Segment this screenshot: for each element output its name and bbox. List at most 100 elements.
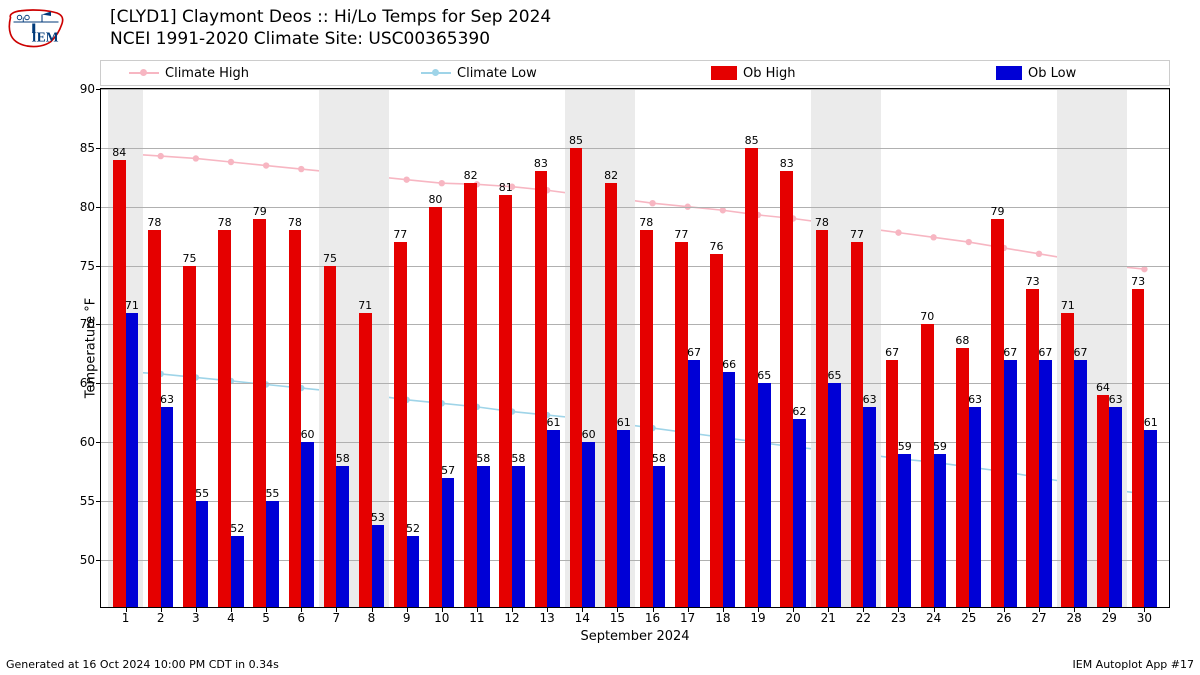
climate-marker bbox=[403, 176, 409, 182]
ytick-mark bbox=[96, 89, 101, 90]
ob-high-bar bbox=[816, 230, 829, 607]
xtick-mark bbox=[1109, 607, 1110, 612]
ob-high-label: 85 bbox=[745, 134, 759, 147]
ob-low-label: 63 bbox=[968, 393, 982, 406]
xtick-label: 4 bbox=[227, 611, 235, 625]
ob-high-label: 73 bbox=[1026, 275, 1040, 288]
chart: Climate High Climate Low Ob High Ob Low … bbox=[100, 60, 1170, 650]
ob-high-label: 77 bbox=[674, 228, 688, 241]
xtick-label: 2 bbox=[157, 611, 165, 625]
ob-low-label: 58 bbox=[652, 452, 666, 465]
ob-high-bar bbox=[851, 242, 864, 607]
ytick-mark bbox=[96, 148, 101, 149]
xtick-mark bbox=[617, 607, 618, 612]
ob-low-bar bbox=[442, 478, 455, 608]
xtick-label: 23 bbox=[891, 611, 906, 625]
xtick-mark bbox=[1144, 607, 1145, 612]
ob-low-label: 67 bbox=[1073, 346, 1087, 359]
ytick-label: 70 bbox=[80, 317, 95, 331]
ob-low-bar bbox=[336, 466, 349, 607]
ob-high-label: 75 bbox=[323, 252, 337, 265]
title-line1: [CLYD1] Claymont Deos :: Hi/Lo Temps for… bbox=[110, 6, 551, 28]
xtick-label: 26 bbox=[996, 611, 1011, 625]
climate-marker bbox=[720, 207, 726, 213]
footer-app: IEM Autoplot App #17 bbox=[1073, 658, 1195, 671]
ob-high-bar bbox=[499, 195, 512, 607]
ob-low-bar bbox=[863, 407, 876, 607]
ob-high-label: 78 bbox=[288, 216, 302, 229]
ob-low-bar bbox=[723, 372, 736, 607]
ob-low-bar bbox=[617, 430, 630, 607]
ob-high-label: 77 bbox=[393, 228, 407, 241]
iem-logo: IEM bbox=[6, 6, 66, 50]
ob-high-bar bbox=[956, 348, 969, 607]
ob-high-label: 81 bbox=[499, 181, 513, 194]
ob-low-bar bbox=[407, 536, 420, 607]
legend-climate-high: Climate High bbox=[129, 66, 249, 81]
ob-low-label: 59 bbox=[898, 440, 912, 453]
ob-low-bar bbox=[1109, 407, 1122, 607]
ytick-label: 75 bbox=[80, 259, 95, 273]
ob-high-bar bbox=[535, 171, 548, 607]
xtick-label: 10 bbox=[434, 611, 449, 625]
climate-marker bbox=[298, 166, 304, 172]
ob-low-label: 55 bbox=[265, 487, 279, 500]
ytick-mark bbox=[96, 383, 101, 384]
ob-high-label: 71 bbox=[358, 299, 372, 312]
ytick-label: 50 bbox=[80, 553, 95, 567]
ob-low-bar bbox=[969, 407, 982, 607]
ob-high-label: 80 bbox=[428, 193, 442, 206]
legend: Climate High Climate Low Ob High Ob Low bbox=[100, 60, 1170, 86]
xtick-label: 22 bbox=[856, 611, 871, 625]
ob-low-label: 52 bbox=[230, 522, 244, 535]
xtick-mark bbox=[301, 607, 302, 612]
ob-low-label: 63 bbox=[863, 393, 877, 406]
ob-low-bar bbox=[512, 466, 525, 607]
ytick-label: 60 bbox=[80, 435, 95, 449]
ob-low-label: 66 bbox=[722, 358, 736, 371]
ytick-label: 80 bbox=[80, 200, 95, 214]
xtick-mark bbox=[477, 607, 478, 612]
plot-area: Temperature °F September 2024 5055606570… bbox=[100, 88, 1170, 608]
ob-low-bar bbox=[372, 525, 385, 607]
x-axis-label: September 2024 bbox=[580, 629, 689, 644]
xtick-label: 7 bbox=[333, 611, 341, 625]
ob-high-bar bbox=[253, 219, 266, 608]
ob-low-label: 61 bbox=[1144, 416, 1158, 429]
legend-label: Ob High bbox=[743, 66, 796, 81]
ob-high-label: 67 bbox=[885, 346, 899, 359]
ob-low-label: 61 bbox=[617, 416, 631, 429]
ob-low-bar bbox=[828, 383, 841, 607]
ob-low-label: 63 bbox=[160, 393, 174, 406]
ob-high-label: 83 bbox=[534, 157, 548, 170]
ob-low-bar bbox=[653, 466, 666, 607]
ob-low-bar bbox=[477, 466, 490, 607]
ob-low-bar bbox=[758, 383, 771, 607]
ob-high-label: 82 bbox=[604, 169, 618, 182]
ob-high-bar bbox=[570, 148, 583, 607]
ob-low-label: 58 bbox=[336, 452, 350, 465]
ob-high-bar bbox=[886, 360, 899, 607]
ytick-mark bbox=[96, 324, 101, 325]
ob-high-bar bbox=[1097, 395, 1110, 607]
xtick-mark bbox=[512, 607, 513, 612]
legend-ob-high: Ob High bbox=[711, 66, 796, 81]
xtick-mark bbox=[723, 607, 724, 612]
xtick-mark bbox=[863, 607, 864, 612]
xtick-mark bbox=[196, 607, 197, 612]
xtick-label: 1 bbox=[122, 611, 130, 625]
ob-low-bar bbox=[934, 454, 947, 607]
xtick-mark bbox=[231, 607, 232, 612]
xtick-label: 9 bbox=[403, 611, 411, 625]
climate-marker bbox=[1141, 266, 1147, 272]
xtick-label: 11 bbox=[469, 611, 484, 625]
ob-low-label: 52 bbox=[406, 522, 420, 535]
ob-high-bar bbox=[289, 230, 302, 607]
ob-high-label: 78 bbox=[639, 216, 653, 229]
ob-low-label: 63 bbox=[1109, 393, 1123, 406]
ob-low-label: 55 bbox=[195, 487, 209, 500]
ob-high-label: 77 bbox=[850, 228, 864, 241]
xtick-mark bbox=[688, 607, 689, 612]
ob-high-bar bbox=[1026, 289, 1039, 607]
ytick-label: 65 bbox=[80, 376, 95, 390]
